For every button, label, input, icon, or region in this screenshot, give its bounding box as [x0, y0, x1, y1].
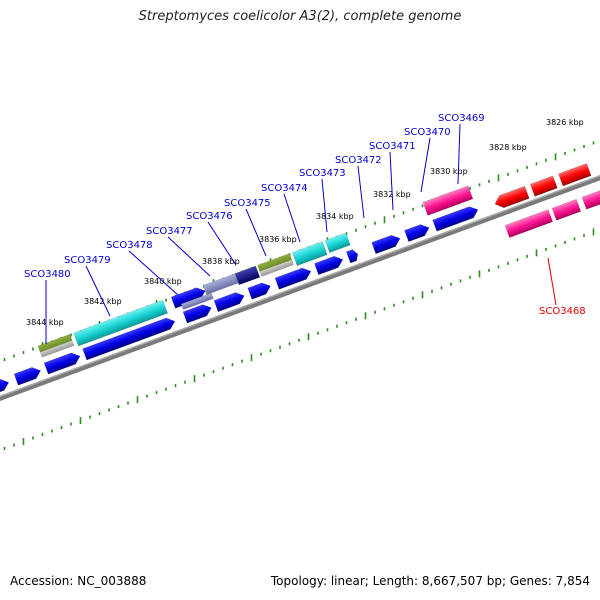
gene-label-sco3471[interactable]: SCO3471 — [369, 141, 416, 152]
forward-gene-arrow[interactable] — [346, 248, 360, 264]
kbp-label-3826: 3826 kbp — [546, 118, 584, 127]
forward-gene-arrow[interactable] — [82, 316, 177, 361]
gene-label-sco3473[interactable]: SCO3473 — [299, 168, 346, 179]
gene-label-sco3469[interactable]: SCO3469 — [438, 113, 485, 124]
gene-label-sco3480[interactable]: SCO3480 — [24, 269, 71, 280]
kbp-label-3830: 3830 kbp — [430, 167, 468, 176]
kbp-label-3836: 3836 kbp — [259, 235, 297, 244]
genome-summary-text: Topology: linear; Length: 8,667,507 bp; … — [270, 574, 590, 588]
forward-gene-arrow[interactable] — [404, 222, 432, 242]
gene-label-sco3474[interactable]: SCO3474 — [261, 183, 308, 194]
kbp-label-3834: 3834 kbp — [316, 212, 354, 221]
gene-label-sco3472[interactable]: SCO3472 — [335, 155, 382, 166]
cds-feature-cyan[interactable] — [73, 299, 168, 347]
map-title: Streptomyces coelicolor A3(2), complete … — [138, 9, 462, 24]
reverse-gene-red[interactable] — [529, 175, 558, 197]
gene-label-sco3476[interactable]: SCO3476 — [186, 211, 233, 222]
forward-gene-arrow[interactable] — [43, 350, 82, 375]
forward-gene-arrow[interactable] — [247, 280, 273, 300]
forward-gene-arrow[interactable] — [213, 290, 246, 313]
forward-gene-arrow[interactable] — [314, 254, 344, 276]
forward-gene-arrow[interactable] — [170, 285, 207, 309]
gene-labels: SCO3469 SCO3470 SCO3471 SCO3472 SCO3473 … — [24, 113, 586, 317]
rna-feature-pink[interactable] — [504, 209, 553, 238]
cds-feature-grey[interactable] — [180, 292, 214, 310]
forward-gene-arrow[interactable] — [432, 204, 480, 232]
rna-feature-pink[interactable] — [551, 198, 582, 221]
forward-gene-arrow[interactable] — [274, 266, 313, 290]
cds-feature-olive[interactable] — [257, 253, 294, 277]
gene-label-sco3477[interactable]: SCO3477 — [146, 226, 193, 237]
gene-label-sco3479[interactable]: SCO3479 — [64, 255, 111, 266]
kbp-label-3844: 3844 kbp — [26, 318, 64, 327]
gene-label-leaders — [45, 123, 557, 344]
accession-text: Accession: NC_003888 — [10, 574, 147, 588]
reverse-gene-red[interactable] — [558, 163, 592, 187]
forward-gene-arrow[interactable] — [0, 377, 11, 401]
gene-label-sco3470[interactable]: SCO3470 — [404, 127, 451, 138]
forward-gene-arrow[interactable] — [182, 302, 213, 324]
reverse-gene-arrow[interactable] — [493, 185, 530, 210]
kbp-label-3838: 3838 kbp — [202, 257, 240, 266]
kbp-label-3828: 3828 kbp — [489, 143, 527, 152]
cds-feature-olive[interactable] — [37, 333, 75, 358]
gene-label-sco3478[interactable]: SCO3478 — [106, 240, 153, 251]
forward-gene-arrow[interactable] — [13, 365, 43, 386]
genome-backbone — [0, 174, 600, 401]
forward-gene-arrow[interactable] — [371, 233, 402, 255]
gene-features — [0, 163, 600, 401]
kbp-labels: 3826 kbp 3828 kbp 3830 kbp 3832 kbp 3834… — [26, 118, 584, 327]
cds-feature-cyan[interactable] — [291, 241, 328, 266]
rna-feature-pink[interactable] — [422, 185, 474, 216]
cds-feature-navy[interactable] — [234, 265, 261, 286]
rna-feature-pink[interactable] — [581, 189, 600, 210]
cds-feature-grey[interactable] — [202, 273, 239, 295]
cds-feature-cyan[interactable] — [324, 232, 351, 253]
gene-label-sco3475[interactable]: SCO3475 — [224, 198, 271, 209]
gene-label-sco3468[interactable]: SCO3468 — [539, 306, 586, 317]
